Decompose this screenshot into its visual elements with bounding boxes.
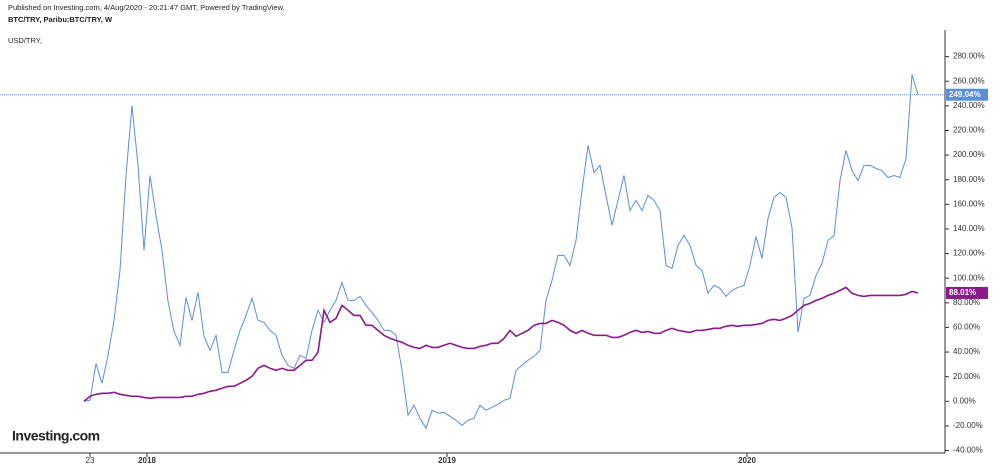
y-tick-label: 80.00% xyxy=(953,298,980,307)
x-tick-label: 2018 xyxy=(138,456,156,465)
chart-title: BTC/TRY, Paribu:BTC/TRY, W xyxy=(8,15,113,24)
y-tick-label: 20.00% xyxy=(953,372,980,381)
series-line xyxy=(83,286,919,402)
series-line xyxy=(83,74,919,430)
y-tick-label: 260.00% xyxy=(953,76,985,85)
y-tick-label: 200.00% xyxy=(953,150,985,159)
logo: Investing.com xyxy=(12,428,100,444)
last-value-label: 88.01% xyxy=(949,288,976,297)
y-tick-label: 180.00% xyxy=(953,175,985,184)
x-tick-label: 23 xyxy=(86,456,95,465)
y-tick-label: 0.00% xyxy=(953,396,976,405)
y-tick-label: 160.00% xyxy=(953,199,985,208)
series-legend: USD/TRY, xyxy=(8,36,42,45)
y-tick-label: 120.00% xyxy=(953,249,985,258)
last-value-box xyxy=(946,286,988,299)
y-tick-label: -40.00% xyxy=(953,446,983,455)
published-note: Published on Investing.com, 4/Aug/2020 -… xyxy=(8,3,285,12)
y-tick-label: 240.00% xyxy=(953,101,985,110)
last-value-label: 249.04% xyxy=(949,90,981,99)
x-tick-label: 2019 xyxy=(438,456,456,465)
y-tick-label: 140.00% xyxy=(953,224,985,233)
y-tick-label: 280.00% xyxy=(953,52,985,61)
y-tick-label: 40.00% xyxy=(953,347,980,356)
y-tick-label: -20.00% xyxy=(953,421,983,430)
y-tick-label: 220.00% xyxy=(953,126,985,135)
y-tick-label: 100.00% xyxy=(953,273,985,282)
y-tick-label: 60.00% xyxy=(953,323,980,332)
last-value-box xyxy=(946,88,988,101)
x-tick-label: 2020 xyxy=(738,456,756,465)
